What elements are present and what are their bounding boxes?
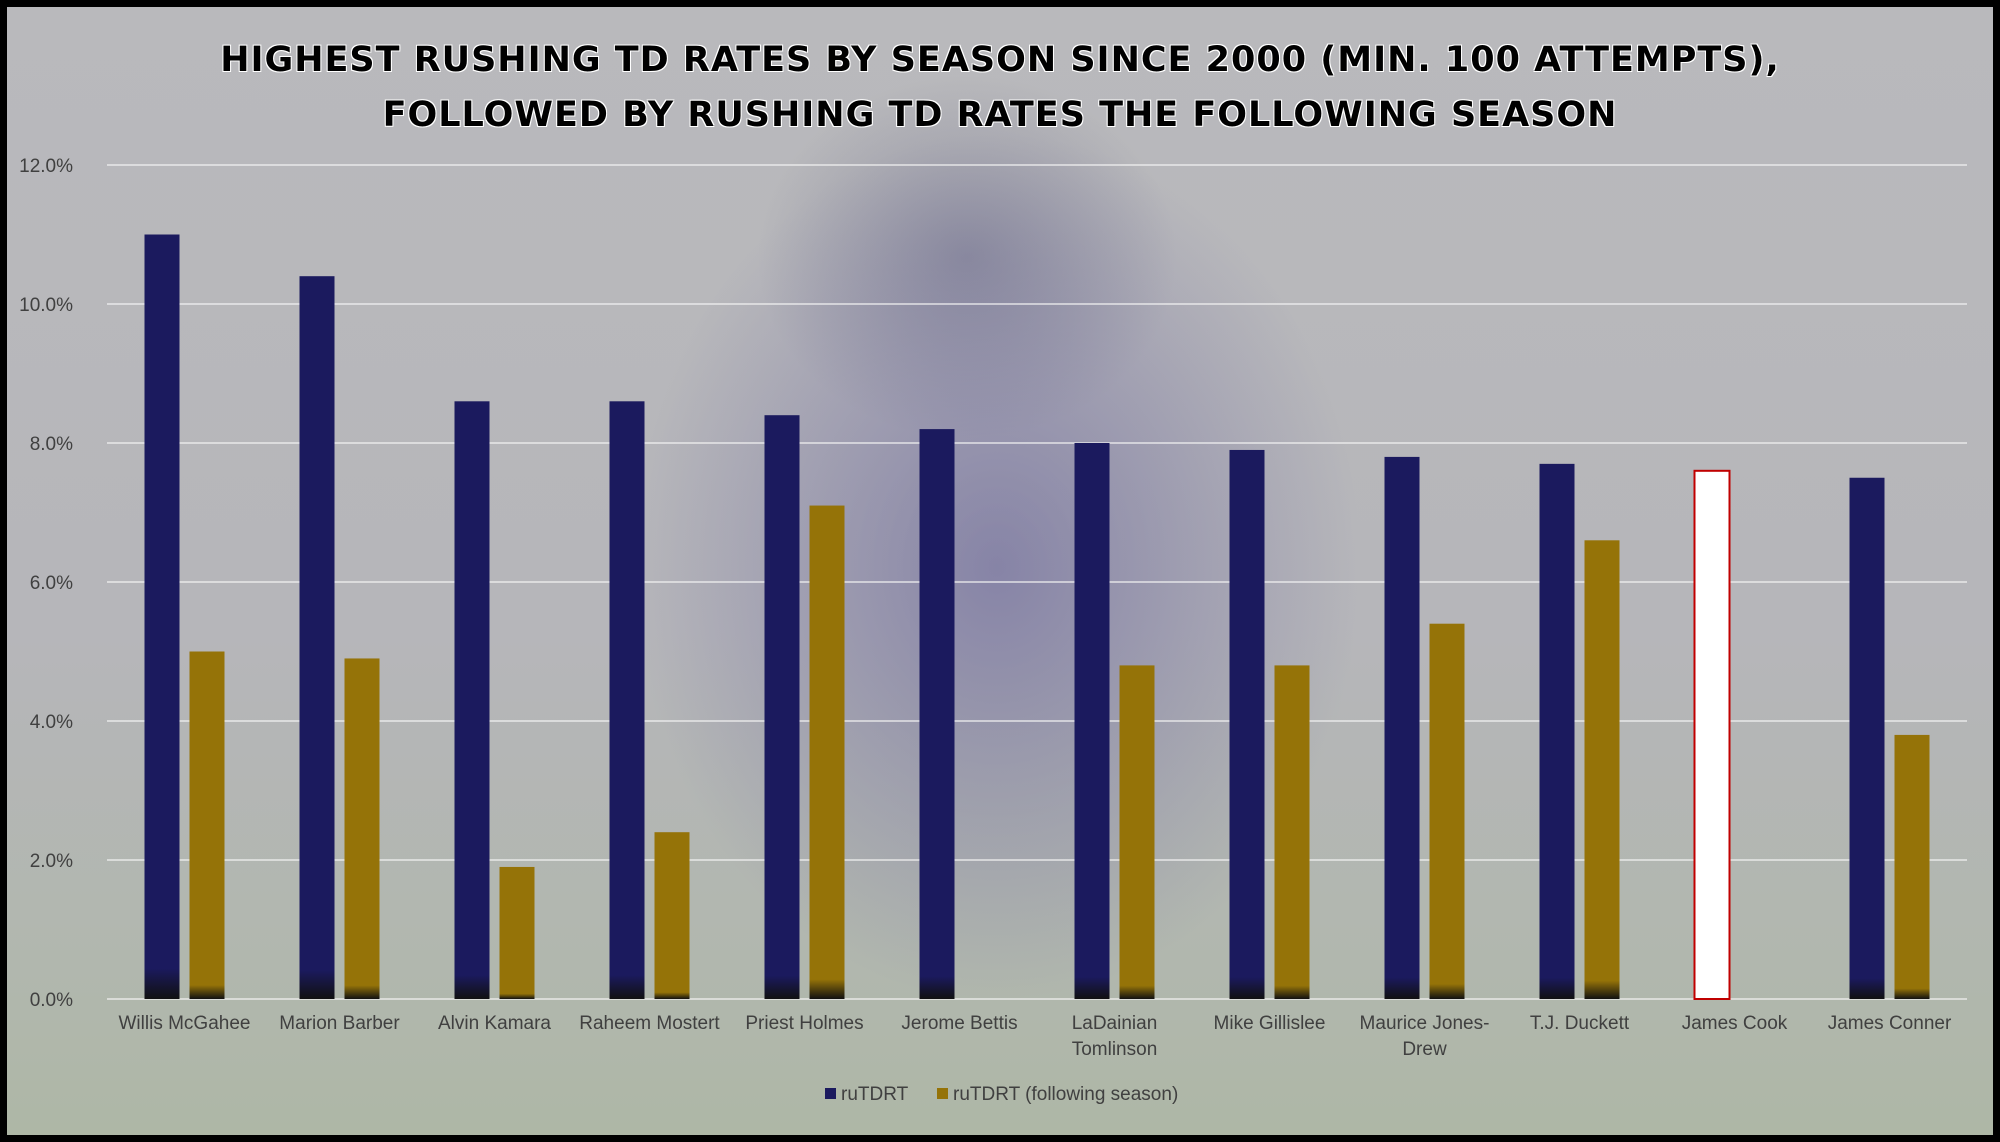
bar-ruTDRT-following: [1119, 665, 1155, 999]
category-label: James Conner: [1828, 1013, 1952, 1034]
legend-swatch: [937, 1088, 948, 1099]
category-label: Maurice Jones- Drew: [1360, 1013, 1490, 1060]
category-label-line: T.J. Duckett: [1530, 1013, 1630, 1034]
legend: ruTDRT ruTDRT (following season): [825, 1084, 1178, 1105]
bar-chart: 0.0% 2.0% 4.0% 6.0% 8.0% 10.0% 12.0% Willis Mc…: [19, 156, 1967, 1105]
category-label-line: Alvin Kamara: [438, 1013, 551, 1034]
chart-title: Highest Rushing TD Rates by Season Since…: [7, 33, 1993, 143]
bar-ruTDRT-following: [1584, 540, 1620, 999]
y-tick-label: 6.0%: [30, 573, 73, 594]
bar-ruTDRT: [1384, 456, 1420, 999]
category-label: Priest Holmes: [745, 1013, 863, 1034]
y-tick-label: 12.0%: [19, 156, 73, 177]
category-label: Mike Gillislee: [1214, 1013, 1326, 1034]
category-label: Raheem Mostert: [579, 1013, 720, 1034]
category-label-line: Mike Gillislee: [1214, 1013, 1326, 1034]
bar-ruTDRT: [764, 415, 800, 999]
category-label: T.J. Duckett: [1530, 1013, 1630, 1034]
bar-ruTDRT: [609, 401, 645, 999]
bar-ruTDRT: [1849, 477, 1885, 999]
y-tick-label: 4.0%: [30, 712, 73, 733]
legend-swatch: [825, 1088, 836, 1099]
category-label-line: Marion Barber: [279, 1013, 400, 1034]
bar-ruTDRT: [1539, 463, 1575, 1000]
category-label-line: James Cook: [1682, 1013, 1788, 1034]
bar-ruTDRT-following: [1274, 665, 1310, 999]
category-label-line: Raheem Mostert: [579, 1013, 720, 1034]
bar-ruTDRT-following: [189, 651, 225, 999]
bars: [144, 234, 1930, 1000]
bar-ruTDRT-following: [499, 866, 535, 999]
category-label: Alvin Kamara: [438, 1013, 551, 1034]
bar-ruTDRT-following: [1429, 623, 1465, 999]
category-label: James Cook: [1682, 1013, 1788, 1034]
legend-label: ruTDRT: [841, 1084, 909, 1105]
x-axis-category-labels: Willis McGahee Marion Barber Alvin Kamara R…: [119, 1013, 1952, 1060]
category-label-line: Tomlinson: [1072, 1039, 1158, 1060]
y-tick-label: 8.0%: [30, 434, 73, 455]
bar-ruTDRT-following: [344, 658, 380, 999]
y-tick-label: 10.0%: [19, 295, 73, 316]
gridlines: [107, 164, 1967, 1000]
category-label: Marion Barber: [279, 1013, 400, 1034]
category-label: LaDainian Tomlinson: [1072, 1013, 1158, 1060]
category-label: Willis McGahee: [119, 1013, 251, 1034]
y-tick-label: 0.0%: [30, 990, 73, 1011]
bar-ruTDRT: [1074, 443, 1110, 999]
y-axis-tick-labels: 0.0% 2.0% 4.0% 6.0% 8.0% 10.0% 12.0%: [19, 156, 73, 1011]
category-label: Jerome Bettis: [901, 1013, 1017, 1034]
y-tick-label: 2.0%: [30, 851, 73, 872]
bar-ruTDRT: [299, 276, 335, 999]
legend-label: ruTDRT (following season): [953, 1084, 1178, 1105]
bar-ruTDRT: [144, 234, 180, 999]
category-label-line: Willis McGahee: [119, 1013, 251, 1034]
category-label-line: Priest Holmes: [745, 1013, 863, 1034]
bar-ruTDRT-following: [654, 832, 690, 999]
category-label-line: LaDainian: [1072, 1013, 1158, 1034]
category-label-line: Drew: [1402, 1039, 1447, 1060]
category-label-line: Maurice Jones-: [1360, 1013, 1490, 1034]
bar-ruTDRT-following: [1894, 734, 1930, 999]
bar-ruTDRT-highlight: [1693, 469, 1731, 1000]
bar-ruTDRT: [454, 401, 490, 999]
chart-title-line-2: Followed by Rushing TD Rates the Followi…: [382, 95, 1618, 135]
bar-ruTDRT: [1229, 449, 1265, 999]
category-label-line: James Conner: [1828, 1013, 1952, 1034]
bar-ruTDRT-following: [809, 505, 845, 999]
chart-frame: Highest Rushing TD Rates by Season Since…: [7, 7, 1993, 1135]
bar-ruTDRT: [919, 429, 955, 1000]
chart-title-line-1: Highest Rushing TD Rates by Season Since…: [220, 40, 1780, 80]
category-label-line: Jerome Bettis: [901, 1013, 1017, 1034]
